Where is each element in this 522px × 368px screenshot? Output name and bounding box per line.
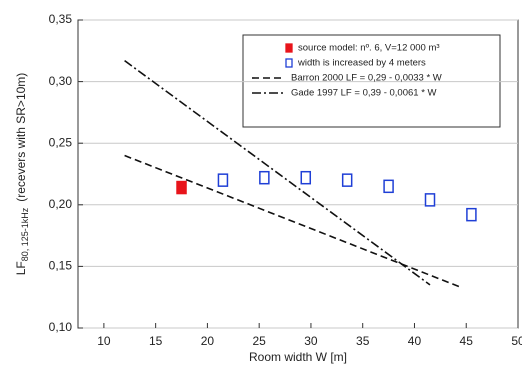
legend: source model: nº. 6, V=12 000 m³ width is… (252, 43, 442, 99)
x-tick-label: 40 (408, 334, 422, 348)
point (300, 170, 312, 185)
point (176, 180, 187, 195)
point (466, 207, 477, 222)
y-tick-label: 0,10 (49, 320, 73, 334)
x-tick-label: 15 (149, 334, 163, 348)
line (124, 60, 431, 286)
legend-label: Barron 2000 LF = 0,29 - 0,0033 * W (291, 73, 442, 84)
y-tick-label: 0,15 (49, 259, 73, 273)
line (124, 154, 462, 289)
legend-swatch (285, 43, 293, 53)
x-tick-label: 25 (252, 334, 266, 348)
point (217, 173, 229, 187)
y-tick-label: 0,25 (49, 135, 73, 149)
point (424, 193, 436, 207)
point (341, 173, 353, 187)
y-axis-label: LF80, 125-1kHz (recevers with SR>10m) (14, 73, 30, 276)
x-tick-label: 10 (97, 334, 111, 348)
y-label-rest: (recevers with SR>10m) (14, 73, 28, 202)
legend-swatch (285, 58, 293, 68)
x-tick-label: 30 (304, 334, 318, 348)
legend-label: source model: nº. 6, V=12 000 m³ (298, 43, 440, 54)
y-tick-label: 0,30 (49, 74, 73, 88)
legend-label: Gade 1997 LF = 0,39 - 0,0061 * W (291, 88, 437, 99)
y-tick-label: 0,20 (49, 197, 73, 211)
x-tick-label: 35 (356, 334, 370, 348)
x-tick-label: 50 (511, 334, 522, 348)
legend-label: width is increased by 4 meters (297, 58, 426, 69)
y-label-main: LF (14, 261, 28, 275)
y-tick-label: 0,35 (49, 12, 73, 26)
y-label-sub: 80, 125-1kHz (20, 207, 30, 261)
point (259, 170, 270, 185)
point (383, 179, 394, 194)
x-tick-label: 20 (201, 334, 215, 348)
x-axis-label: Room width W [m] (249, 350, 347, 364)
x-tick-label: 45 (460, 334, 474, 348)
